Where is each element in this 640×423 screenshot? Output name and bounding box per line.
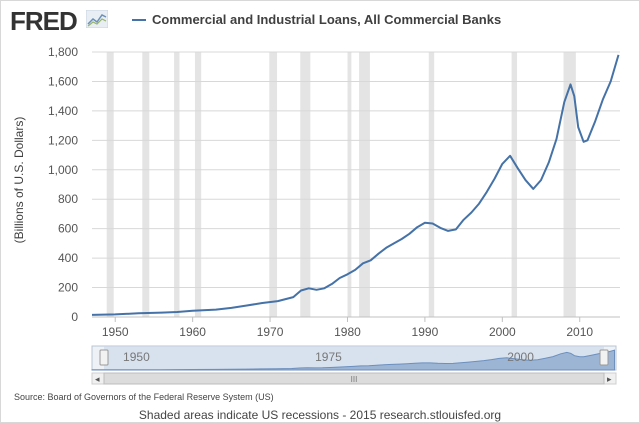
y-tick-label: 800: [58, 192, 78, 206]
recession-band: [194, 52, 202, 317]
gridlines: [92, 51, 620, 318]
y-tick-label: 1,200: [48, 133, 78, 147]
recession-band: [300, 52, 311, 317]
y-tick-label: 1,000: [48, 163, 78, 177]
y-tick-label: 1,400: [48, 104, 78, 118]
navigator-label: 2000: [507, 350, 534, 364]
scroll-left-arrow[interactable]: ◂: [95, 374, 100, 384]
x-tick-label: 1980: [334, 325, 361, 339]
navigator-label: 1950: [123, 350, 150, 364]
scroll-right-arrow[interactable]: ▸: [607, 374, 612, 384]
y-tick-labels: 0 200 400 600 800 1,000 1,200 1,400 1,600 1,800: [48, 45, 78, 324]
navigator-handle-left[interactable]: [99, 349, 109, 366]
recession-band: [142, 52, 150, 317]
fred-graph-icon: [86, 10, 108, 28]
legend-swatch: [132, 18, 146, 21]
recession-band: [269, 52, 278, 317]
navigator-handle-right[interactable]: [599, 349, 609, 366]
recession-band: [106, 52, 114, 317]
chart-legend[interactable]: Commercial and Industrial Loans, All Com…: [132, 12, 501, 27]
y-tick-label: 1,600: [48, 74, 78, 88]
y-tick-label: 400: [58, 251, 78, 265]
y-tick-label: 1,800: [48, 45, 78, 59]
recession-band: [174, 52, 180, 317]
x-tick-label: 1950: [102, 325, 129, 339]
y-tick-label: 0: [71, 310, 78, 324]
x-tick-label: 1970: [257, 325, 284, 339]
x-tick-label: 2010: [566, 325, 593, 339]
y-tick-label: 200: [58, 281, 78, 295]
navigator-series: [91, 349, 616, 371]
chart-canvas[interactable]: 0 200 400 600 800 1,000 1,200 1,400 1,600 1,800 1…: [0, 0, 640, 390]
source-note: Source: Board of Governors of the Federa…: [14, 392, 274, 402]
navigator-label: 1975: [315, 350, 342, 364]
scrollbar-grip: III: [351, 375, 358, 384]
recession-band: [511, 52, 518, 317]
scrollbar-thumb[interactable]: [103, 372, 605, 385]
series-lines: [91, 54, 620, 316]
x-tick-label: 1960: [179, 325, 206, 339]
recession-band: [563, 52, 576, 317]
x-tick-label: 1990: [412, 325, 439, 339]
x-tick-label: 2000: [489, 325, 516, 339]
x-tick-labels: 1950 1960 1970 1980 1990 2000 2010: [102, 317, 593, 339]
fred-logo[interactable]: FRED: [10, 6, 78, 36]
chart-title: Commercial and Industrial Loans, All Com…: [152, 12, 502, 27]
recession-band: [428, 52, 435, 317]
navigator: 1950 1975 2000 ◂ ▸ III: [91, 345, 617, 385]
y-tick-label: 600: [58, 222, 78, 236]
recession-band: [359, 52, 370, 317]
footer-note: Shaded areas indicate US recessions - 20…: [138, 408, 502, 422]
recession-band: [347, 52, 352, 317]
series-line[interactable]: [91, 54, 620, 316]
recession-bands: [106, 52, 576, 317]
